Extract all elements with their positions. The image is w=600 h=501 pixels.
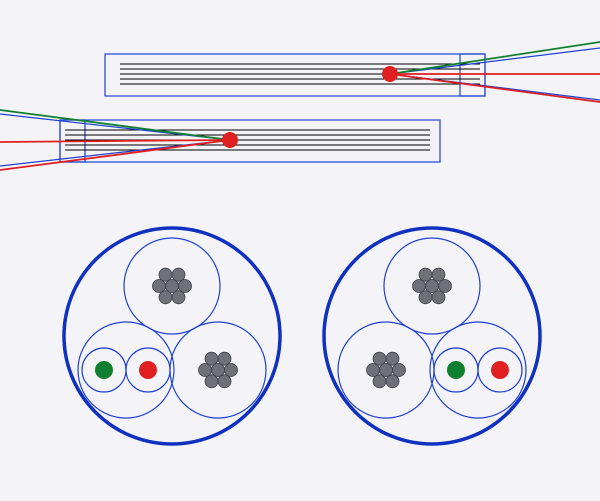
wire [212, 364, 225, 377]
wire [367, 364, 380, 377]
cable-diagram [0, 0, 600, 501]
sensor-dot [447, 361, 465, 379]
wire [439, 280, 452, 293]
wire [205, 352, 218, 365]
wire [419, 268, 432, 281]
wire [380, 364, 393, 377]
wire [386, 352, 399, 365]
wire [172, 291, 185, 304]
wire [172, 268, 185, 281]
emitter-dot [382, 66, 398, 82]
emitter-dot [222, 132, 238, 148]
wire [166, 280, 179, 293]
wire [179, 280, 192, 293]
wire [432, 291, 445, 304]
wire [373, 352, 386, 365]
wire [373, 375, 386, 388]
sensor-dot [139, 361, 157, 379]
wire [218, 352, 231, 365]
wire [218, 375, 231, 388]
wire [393, 364, 406, 377]
wire [159, 268, 172, 281]
wire [386, 375, 399, 388]
wire [419, 291, 432, 304]
wire [225, 364, 238, 377]
wire [426, 280, 439, 293]
wire [153, 280, 166, 293]
wire [432, 268, 445, 281]
wire [205, 375, 218, 388]
wire [413, 280, 426, 293]
sensor-dot [491, 361, 509, 379]
wire [199, 364, 212, 377]
sensor-dot [95, 361, 113, 379]
wire [159, 291, 172, 304]
